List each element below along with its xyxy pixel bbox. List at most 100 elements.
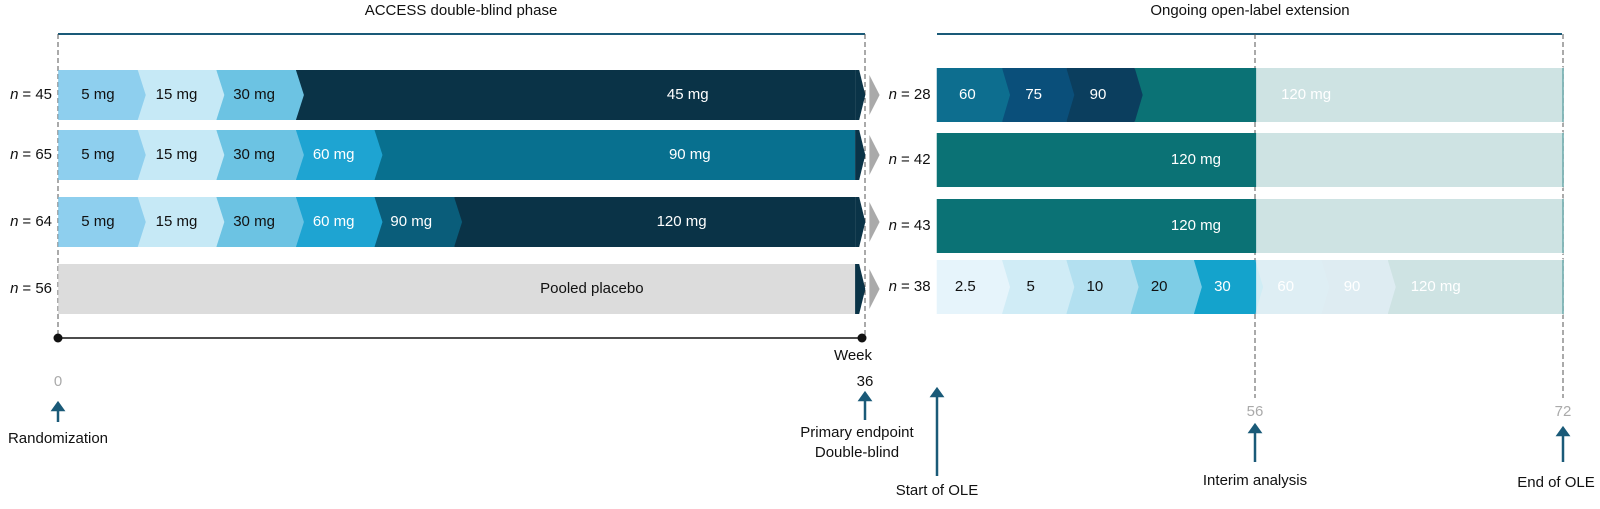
- milestone: Primary endpoint: [800, 424, 914, 441]
- segment-label: 60 mg: [313, 146, 355, 163]
- n-symbol: n: [10, 146, 18, 163]
- n-label: n = 56: [10, 280, 52, 297]
- n-count: = 56: [22, 280, 52, 297]
- segment-label: 15 mg: [156, 86, 198, 103]
- milestone: Double-blind: [815, 444, 899, 461]
- segment: [374, 130, 856, 180]
- segment: [454, 197, 856, 247]
- segment-label: 30 mg: [233, 146, 275, 163]
- segment-label: 30 mg: [233, 86, 275, 103]
- n-label: n = 42: [889, 151, 931, 168]
- segment-label: 60 mg: [313, 213, 355, 230]
- n-symbol: n: [889, 86, 897, 103]
- n-symbol: n: [889, 217, 897, 234]
- future-overlay: [1256, 259, 1564, 315]
- segment-label: 75: [1025, 86, 1042, 103]
- segment: [1130, 260, 1202, 314]
- segment-label: 5 mg: [81, 213, 114, 230]
- segment-label: 15 mg: [156, 213, 198, 230]
- segment-label: 120 mg: [657, 213, 707, 230]
- segment-label: 15 mg: [156, 146, 198, 163]
- phase-title: ACCESS double-blind phase: [365, 2, 558, 19]
- segment-label: 2.5: [955, 278, 976, 295]
- segment-label: 120 mg: [1171, 151, 1221, 168]
- segment: [374, 197, 463, 247]
- segment: [216, 70, 304, 120]
- n-symbol: n: [10, 213, 18, 230]
- n-label: n = 45: [10, 86, 52, 103]
- transition-arrow: [869, 75, 880, 115]
- timeline-dot: [857, 333, 867, 343]
- segment: [137, 130, 225, 180]
- future-overlay: [1256, 198, 1564, 254]
- segment-label: 90 mg: [669, 146, 711, 163]
- segment-label: 90: [1090, 86, 1107, 103]
- segment: [936, 260, 1011, 314]
- ole-end: [1562, 68, 1564, 122]
- n-label: n = 43: [889, 217, 931, 234]
- segment: [58, 70, 146, 120]
- segment-label: 5 mg: [81, 146, 114, 163]
- segment: [295, 70, 856, 120]
- segment-label: 30 mg: [233, 213, 275, 230]
- n-count: = 38: [901, 278, 931, 295]
- n-count: = 65: [22, 146, 52, 163]
- milestone: End of OLE: [1517, 474, 1595, 491]
- milestone: Randomization: [8, 430, 108, 447]
- n-symbol: n: [10, 86, 18, 103]
- segment: [295, 197, 383, 247]
- future-overlay: [1256, 67, 1564, 123]
- n-count: = 28: [901, 86, 931, 103]
- n-label: n = 28: [889, 86, 931, 103]
- transition-arrow: [855, 130, 866, 180]
- segment: [216, 197, 304, 247]
- n-count: = 45: [22, 86, 52, 103]
- segment: [1193, 260, 1264, 314]
- segment-label: 90 mg: [390, 213, 432, 230]
- transition-arrow: [855, 70, 866, 120]
- segment: [58, 197, 146, 247]
- ole-end: [1562, 199, 1564, 253]
- segment-label: 30: [1214, 278, 1231, 295]
- transition-arrow: [855, 264, 866, 314]
- segment-label: 20: [1151, 278, 1168, 295]
- segment-label: 60: [959, 86, 976, 103]
- n-label: n = 38: [889, 278, 931, 295]
- axis-label: Week: [834, 347, 873, 364]
- segment: [137, 197, 225, 247]
- segment: [58, 264, 856, 314]
- n-symbol: n: [10, 280, 18, 297]
- transition-arrow: [869, 202, 880, 242]
- phase-title: Ongoing open-label extension: [1150, 2, 1349, 19]
- segment-label: 5: [1026, 278, 1034, 295]
- segment: [216, 130, 304, 180]
- segment: [1002, 68, 1075, 122]
- ole-end: [1562, 260, 1564, 314]
- week-label: 0: [54, 373, 62, 390]
- segment: [1066, 260, 1139, 314]
- n-symbol: n: [889, 151, 897, 168]
- segment-label: 120 mg: [1171, 217, 1221, 234]
- transition-arrow: [869, 135, 880, 175]
- segment-label: 45 mg: [667, 86, 709, 103]
- segment-label: 5 mg: [81, 86, 114, 103]
- timeline-dot: [53, 333, 63, 343]
- transition-arrow: [855, 197, 866, 247]
- n-label: n = 64: [10, 213, 52, 230]
- milestone: Start of OLE: [896, 482, 979, 499]
- week-label: 36: [857, 373, 874, 390]
- segment-label: Pooled placebo: [540, 280, 643, 297]
- milestone: Interim analysis: [1203, 472, 1307, 489]
- segment-label: 10: [1087, 278, 1104, 295]
- segment: [936, 68, 1011, 122]
- segment: [1066, 68, 1143, 122]
- arrows: [50, 386, 1571, 476]
- n-count: = 42: [901, 151, 931, 168]
- transition-arrow: [869, 269, 880, 309]
- n-symbol: n: [889, 278, 897, 295]
- week-label: 72: [1555, 403, 1572, 420]
- segment: [58, 130, 146, 180]
- n-count: = 64: [22, 213, 52, 230]
